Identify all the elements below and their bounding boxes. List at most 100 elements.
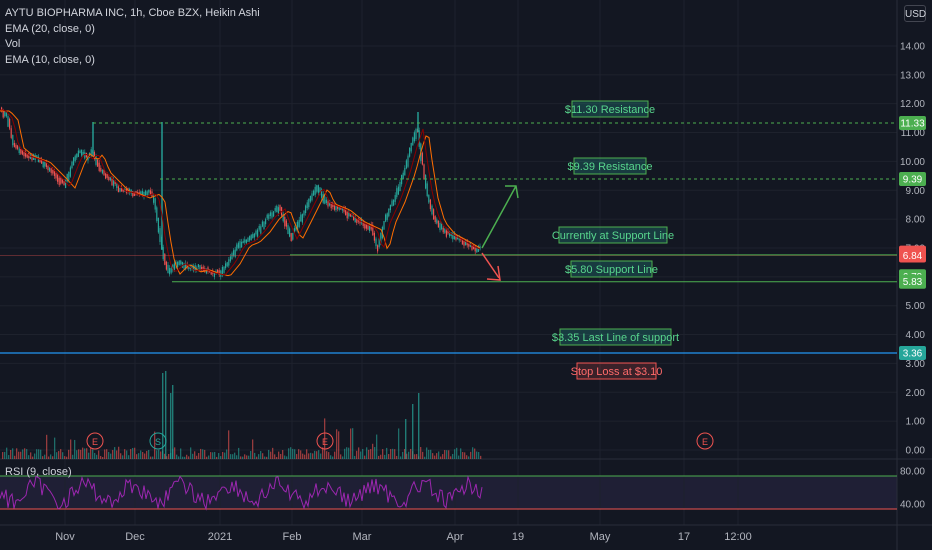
time-axis-label: Apr — [446, 531, 463, 543]
volume-bar — [86, 448, 88, 459]
volume-bar — [348, 447, 350, 459]
volume-bar — [108, 451, 110, 459]
rsi-indicator-label[interactable]: RSI (9, close) — [5, 466, 72, 478]
bearish-arrow[interactable] — [481, 252, 500, 279]
candle — [36, 155, 38, 158]
candle — [146, 191, 148, 196]
candle — [461, 239, 463, 245]
candle — [234, 249, 236, 258]
volume-bar — [356, 450, 358, 459]
candle — [44, 161, 46, 167]
volume-bar — [156, 450, 158, 459]
event-marker[interactable] — [149, 432, 167, 450]
candle — [4, 110, 6, 117]
indicator-volume[interactable]: Vol — [5, 38, 21, 50]
volume-bar — [190, 447, 192, 459]
candle — [410, 142, 412, 152]
time-axis-label: 19 — [512, 531, 524, 543]
indicator-ema10[interactable]: EMA (10, close, 0) — [5, 53, 95, 66]
annotation-box[interactable] — [558, 226, 668, 244]
price-badge[interactable] — [899, 274, 926, 289]
candle — [181, 262, 183, 268]
candle — [100, 167, 102, 172]
volume-bar — [158, 449, 160, 459]
volume-bar — [408, 451, 410, 459]
candle — [337, 205, 339, 209]
candle — [309, 195, 311, 202]
annotation-box[interactable] — [570, 260, 653, 278]
volume-bar — [166, 456, 168, 459]
annotation-box[interactable] — [573, 157, 647, 175]
candle — [348, 211, 350, 217]
volume-bar — [194, 451, 196, 459]
volume-bar — [98, 450, 100, 459]
candle — [373, 232, 375, 241]
indicator-ema20[interactable]: EMA (20, close, 0) — [5, 22, 95, 35]
candle — [266, 214, 268, 219]
candle — [474, 246, 476, 252]
candle — [202, 266, 204, 271]
annotation-box[interactable] — [571, 100, 649, 118]
price-badge[interactable] — [899, 248, 926, 263]
volume-bar — [358, 447, 360, 459]
candle — [282, 214, 284, 222]
candle — [372, 224, 374, 236]
volume-bar — [280, 453, 282, 459]
candle — [201, 266, 203, 270]
volume-bar — [18, 451, 20, 459]
candle — [23, 152, 25, 157]
volume-bar — [196, 455, 198, 459]
volume-bar — [332, 456, 334, 459]
volume-bar — [320, 453, 322, 459]
annotation-box[interactable] — [576, 362, 657, 380]
volume-bar — [240, 456, 242, 459]
candle — [226, 262, 228, 267]
candle — [41, 159, 43, 164]
candle — [445, 230, 447, 237]
candle — [415, 128, 417, 140]
candle — [386, 213, 388, 220]
volume-bar — [468, 456, 470, 459]
price-badge[interactable] — [899, 172, 926, 187]
volume-bar — [12, 448, 14, 459]
annotation-box[interactable] — [559, 328, 672, 346]
volume-bar — [446, 450, 448, 459]
volume-bar — [234, 452, 236, 459]
volume-bar — [394, 449, 396, 459]
rsi-axis-tick: 80.00 — [900, 467, 925, 478]
candle — [468, 242, 470, 247]
candle — [263, 221, 265, 229]
candle — [292, 232, 294, 240]
volume-bar — [440, 456, 442, 459]
candle — [138, 192, 140, 195]
price-badge[interactable] — [899, 346, 926, 361]
candle — [29, 154, 31, 159]
event-marker[interactable] — [86, 432, 104, 450]
candle — [241, 241, 243, 248]
candle — [367, 224, 369, 230]
candle — [194, 265, 196, 270]
volume-bar — [428, 449, 430, 459]
event-marker[interactable] — [696, 432, 714, 450]
price-badge[interactable] — [899, 116, 926, 131]
candle — [378, 238, 380, 247]
candle — [186, 264, 188, 268]
volume-bar — [302, 453, 304, 459]
volume-bar — [46, 434, 48, 459]
candle — [316, 185, 318, 192]
candle — [402, 172, 404, 180]
symbol-title[interactable]: AYTU BIOPHARMA INC, 1h, Cboe BZX, Heikin… — [5, 7, 260, 19]
volume-bar — [132, 447, 134, 459]
candle — [82, 151, 84, 156]
candle — [370, 224, 372, 230]
volume-bar — [136, 454, 138, 459]
bullish-arrow[interactable] — [481, 185, 517, 249]
candle — [141, 190, 143, 196]
currency-button[interactable]: USD — [904, 5, 926, 22]
candle — [405, 160, 407, 169]
candle — [265, 219, 267, 225]
event-marker[interactable] — [316, 432, 334, 450]
candle — [429, 199, 431, 210]
candle — [330, 202, 332, 209]
